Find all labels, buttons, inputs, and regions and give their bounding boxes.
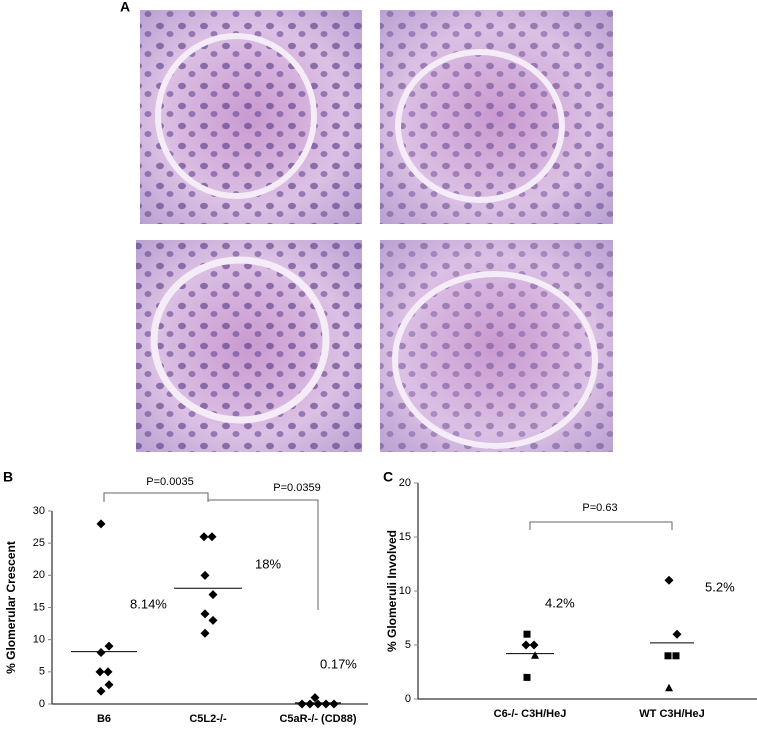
data-point	[200, 628, 210, 638]
significance-bracket	[103, 492, 209, 502]
data-point	[208, 590, 218, 600]
data-point	[313, 699, 323, 709]
p-value: P=0.0359	[273, 482, 320, 494]
data-point	[199, 532, 209, 542]
mean-label: 5.2%	[705, 579, 735, 594]
micrograph-texture	[140, 10, 362, 224]
significance-bracket	[207, 493, 319, 610]
p-value: P=0.63	[582, 502, 617, 514]
y-tick-label: 5	[405, 639, 411, 651]
data-point	[329, 699, 339, 709]
data-point	[529, 640, 539, 650]
data-point	[664, 575, 674, 585]
data-point	[95, 667, 105, 677]
data-point	[207, 532, 217, 542]
y-tick-label: 5	[39, 666, 45, 678]
y-axis-label: % Glomerular Crescent	[4, 541, 18, 674]
data-point	[664, 652, 672, 660]
panel-label: A	[120, 0, 130, 15]
data-point	[103, 667, 113, 677]
data-point	[208, 615, 218, 625]
data-point	[305, 699, 315, 709]
micrographs	[136, 10, 613, 452]
mean-label: 4.2%	[545, 595, 575, 610]
y-tick-label: 0	[39, 698, 45, 710]
data-point	[672, 629, 682, 639]
x-tick-label: B6	[97, 713, 111, 725]
data-point	[104, 680, 114, 690]
y-axis-label: % Glomeruli Involved	[385, 530, 399, 652]
y-tick-label: 30	[33, 505, 45, 517]
y-tick-label: 10	[33, 634, 45, 646]
glomerulus	[155, 33, 317, 199]
data-point	[665, 683, 673, 692]
data-point	[521, 640, 531, 650]
data-point	[96, 519, 106, 529]
y-tick-label: 15	[33, 601, 45, 613]
data-point	[523, 630, 531, 638]
y-tick-label: 25	[33, 537, 45, 549]
data-point	[321, 699, 331, 709]
data-point	[672, 652, 680, 660]
micrograph-texture	[380, 10, 613, 224]
y-tick-label: 20	[33, 569, 45, 581]
data-point	[200, 570, 210, 580]
x-tick-label: C5L2-/-	[189, 713, 227, 725]
y-tick-label: 20	[399, 477, 411, 489]
mean-label: 0.17%	[320, 656, 357, 671]
glomerulus	[395, 49, 565, 203]
glomerulus	[150, 256, 330, 424]
x-tick-label: C6-/- C3H/HeJ	[494, 708, 567, 720]
y-tick-label: 15	[399, 531, 411, 543]
panel-label: B	[3, 469, 13, 485]
mean-label: 18%	[255, 556, 281, 571]
x-tick-label: C5aR-/- (CD88)	[279, 713, 356, 725]
data-point	[310, 693, 320, 703]
significance-bracket	[529, 521, 673, 530]
data-point	[96, 648, 106, 658]
y-tick-label: 10	[399, 585, 411, 597]
y-tick-label: 0	[405, 693, 411, 705]
glomerulus	[392, 271, 598, 449]
data-point	[104, 641, 114, 651]
data-point	[200, 609, 210, 619]
x-tick-label: WT C3H/HeJ	[639, 708, 704, 720]
panel-label: C	[383, 469, 393, 485]
data-point	[96, 686, 106, 696]
data-point	[531, 651, 539, 659]
p-value: P=0.0035	[146, 476, 193, 488]
data-point	[297, 699, 307, 709]
data-point	[523, 673, 531, 681]
mean-label: 8.14%	[130, 596, 167, 611]
